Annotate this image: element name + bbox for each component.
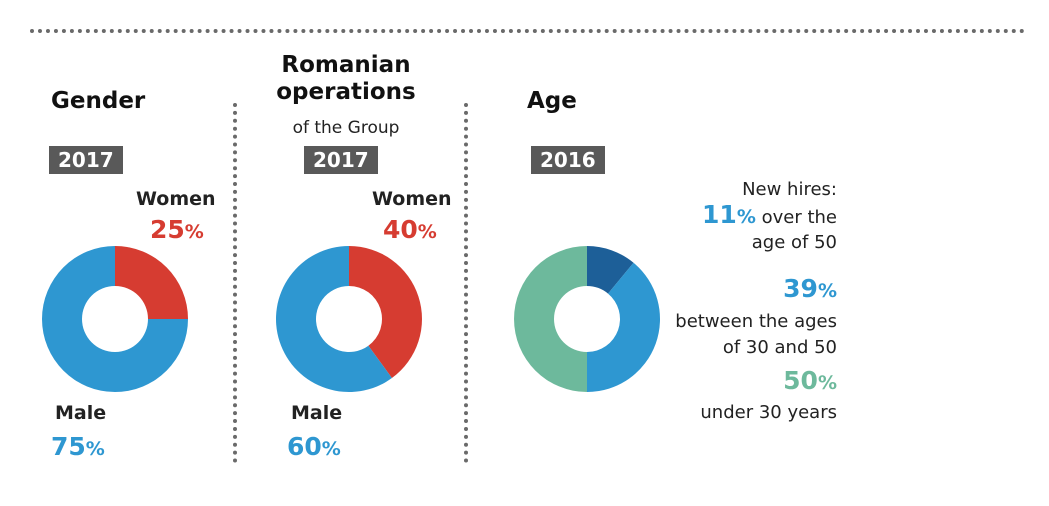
age-over50-line2: age of 50 <box>751 232 837 253</box>
age-over50-pct: 11% <box>702 200 756 229</box>
romanian-donut <box>276 246 422 392</box>
romanian-year-badge: 2017 <box>304 146 378 174</box>
age-between-pct: 39% <box>783 274 837 303</box>
age-over50-line1: 11% over the <box>702 200 837 229</box>
gender-year-badge: 2017 <box>49 146 123 174</box>
age-under30-pct: 50% <box>783 366 837 395</box>
age-between-line1: between the ages <box>675 311 837 332</box>
gender-male-label: Male <box>55 402 107 424</box>
romanian-male-pct: 60% <box>287 432 341 461</box>
donut-slice-male <box>42 246 188 392</box>
donut-slice-over-the-age-of-50 <box>587 246 634 294</box>
donut-slice-male <box>276 246 392 392</box>
age-under30-text: under 30 years <box>700 402 837 423</box>
top-dotted-divider <box>30 29 1025 33</box>
gender-women-pct: 25% <box>150 215 204 244</box>
age-title: Age <box>527 88 577 114</box>
divider-right <box>464 103 468 463</box>
romanian-male-label: Male <box>291 402 343 424</box>
romanian-title-line2: operations <box>276 79 416 105</box>
gender-donut <box>42 246 188 392</box>
age-between-line2: of 30 and 50 <box>722 337 837 358</box>
age-year-badge: 2016 <box>531 146 605 174</box>
gender-title: Gender <box>51 88 146 114</box>
donut-slice-women <box>349 246 422 379</box>
age-new-hires: New hires: <box>742 179 837 200</box>
romanian-women-label: Women <box>372 188 452 210</box>
romanian-title-line1: Romanian <box>281 52 411 78</box>
romanian-title: Romanian operations <box>276 52 416 106</box>
romanian-women-pct: 40% <box>383 215 437 244</box>
donut-slice-under-30-years <box>514 246 587 392</box>
divider-left <box>233 103 237 463</box>
donut-slice-women <box>115 246 188 319</box>
donut-slice-between-the-ages-of-30-and-50 <box>587 262 660 392</box>
age-donut <box>514 246 660 392</box>
gender-women-label: Women <box>136 188 216 210</box>
romanian-subtitle: of the Group <box>292 118 400 138</box>
gender-male-pct: 75% <box>51 432 105 461</box>
